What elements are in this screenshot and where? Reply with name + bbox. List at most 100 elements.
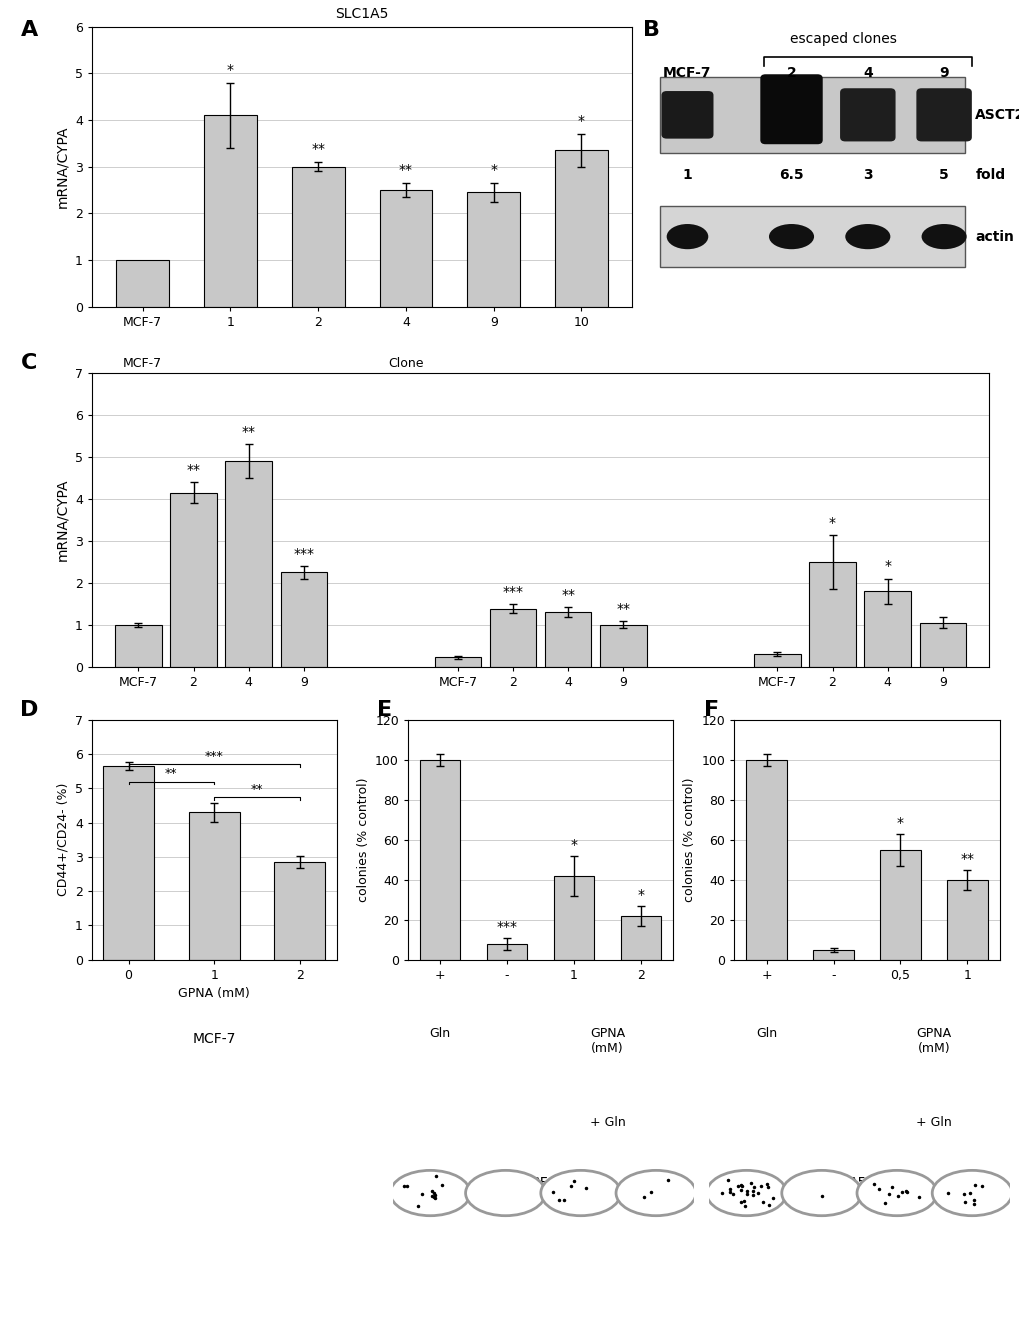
- FancyBboxPatch shape: [661, 91, 713, 139]
- Bar: [189, 812, 239, 960]
- Ellipse shape: [465, 1170, 545, 1216]
- Text: C: C: [20, 353, 37, 373]
- Text: ***: ***: [502, 585, 523, 600]
- Text: Gln: Gln: [755, 1026, 776, 1040]
- Bar: [659, 77, 964, 153]
- Text: 6.5: 6.5: [779, 168, 803, 183]
- Bar: [420, 760, 460, 960]
- Text: **: **: [186, 463, 201, 477]
- Text: GPNA
(mM): GPNA (mM): [589, 1026, 625, 1054]
- Bar: [659, 205, 964, 268]
- Text: escaped clones: escaped clones: [790, 32, 896, 47]
- Text: B: B: [642, 20, 659, 40]
- Bar: [554, 151, 607, 307]
- Bar: [879, 850, 920, 960]
- Bar: [812, 949, 853, 960]
- Text: NANOG: NANOG: [195, 886, 247, 901]
- Bar: [808, 561, 855, 666]
- Y-axis label: mRNA/CYPA: mRNA/CYPA: [55, 125, 69, 208]
- Ellipse shape: [768, 224, 813, 249]
- Bar: [115, 625, 161, 666]
- Ellipse shape: [931, 1170, 1011, 1216]
- Text: ***: ***: [496, 920, 517, 933]
- Ellipse shape: [390, 1170, 470, 1216]
- Ellipse shape: [781, 1170, 861, 1216]
- Text: *: *: [578, 115, 585, 128]
- Bar: [753, 655, 800, 666]
- Text: 3: 3: [862, 168, 872, 183]
- Text: *: *: [227, 63, 233, 77]
- Text: MCF-7: MCF-7: [123, 357, 162, 371]
- Text: *: *: [490, 164, 496, 177]
- Text: *: *: [828, 516, 836, 529]
- Bar: [204, 115, 257, 307]
- Text: escaped clones: escaped clones: [520, 769, 616, 782]
- Text: Gln: Gln: [429, 1026, 450, 1040]
- Text: + Gln: + Gln: [915, 1116, 951, 1129]
- Ellipse shape: [706, 1170, 786, 1216]
- Bar: [434, 657, 481, 666]
- Text: **: **: [165, 768, 177, 781]
- Text: 1: 1: [682, 168, 692, 183]
- Text: actin: actin: [974, 229, 1013, 244]
- Text: 9: 9: [938, 65, 948, 80]
- X-axis label: GPNA (mM): GPNA (mM): [178, 988, 250, 1000]
- Ellipse shape: [856, 1170, 936, 1216]
- Text: **: **: [398, 164, 413, 177]
- Text: SNAT2: SNAT2: [837, 886, 881, 901]
- Text: 5: 5: [938, 168, 948, 183]
- FancyBboxPatch shape: [759, 75, 822, 144]
- Text: F: F: [703, 700, 718, 720]
- Text: *: *: [883, 560, 891, 573]
- Text: *: *: [637, 888, 644, 901]
- Bar: [947, 880, 986, 960]
- Bar: [746, 760, 786, 960]
- Text: **: **: [251, 782, 263, 796]
- Bar: [170, 493, 217, 666]
- Text: ASCT2: ASCT2: [974, 108, 1019, 121]
- Text: **: **: [242, 425, 256, 440]
- Text: A: A: [20, 20, 38, 40]
- Text: MCF-7: MCF-7: [519, 1176, 561, 1190]
- Bar: [599, 625, 646, 666]
- Text: E: E: [377, 700, 392, 720]
- Text: **: **: [615, 603, 630, 616]
- Text: *: *: [570, 837, 577, 852]
- Ellipse shape: [666, 224, 707, 249]
- Ellipse shape: [540, 1170, 621, 1216]
- Text: escaped clones: escaped clones: [839, 769, 935, 782]
- Bar: [225, 461, 272, 666]
- Bar: [486, 944, 527, 960]
- Text: fold: fold: [974, 168, 1005, 183]
- Text: **: **: [560, 588, 575, 603]
- Text: Clone: Clone: [388, 357, 423, 371]
- Text: MCF-7: MCF-7: [662, 65, 711, 80]
- Bar: [103, 766, 154, 960]
- Text: D: D: [20, 700, 39, 720]
- Text: *: *: [896, 816, 903, 829]
- Bar: [544, 612, 591, 666]
- Bar: [291, 167, 344, 307]
- Text: 4: 4: [862, 65, 872, 80]
- Text: **: **: [960, 852, 973, 866]
- Y-axis label: CD44+/CD24- (%): CD44+/CD24- (%): [56, 782, 69, 897]
- Bar: [621, 916, 660, 960]
- Title: SLC1A5: SLC1A5: [335, 7, 388, 21]
- Ellipse shape: [921, 224, 966, 249]
- Bar: [379, 189, 432, 307]
- Bar: [467, 192, 520, 307]
- Text: MCF-7: MCF-7: [438, 769, 477, 782]
- Bar: [280, 572, 327, 666]
- Text: MCF-7: MCF-7: [118, 769, 158, 782]
- Y-axis label: mRNA/CYPA: mRNA/CYPA: [55, 479, 69, 561]
- Text: MCF-7: MCF-7: [757, 769, 796, 782]
- Text: ***: ***: [205, 750, 223, 764]
- Ellipse shape: [845, 224, 890, 249]
- Bar: [489, 609, 536, 666]
- Text: GPNA
(mM): GPNA (mM): [915, 1026, 951, 1054]
- FancyBboxPatch shape: [915, 88, 971, 141]
- Bar: [274, 862, 325, 960]
- Ellipse shape: [615, 1170, 695, 1216]
- Text: + Gln: + Gln: [589, 1116, 625, 1129]
- Bar: [863, 591, 910, 666]
